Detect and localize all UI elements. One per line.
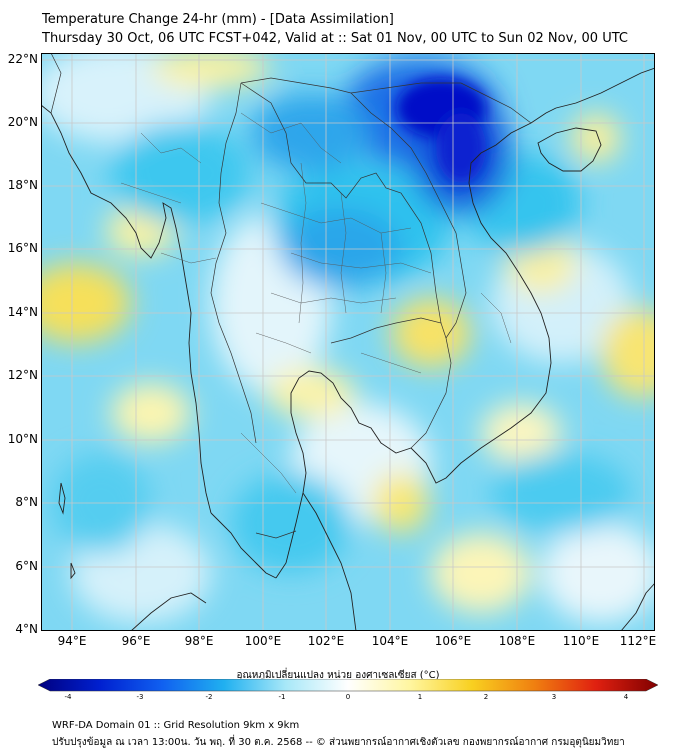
field-cyan [111,123,251,223]
lon-label: 96°E [121,634,151,648]
lon-label: 108°E [498,634,536,648]
field-cyan [231,473,351,573]
colorbar-title: อุณหภูมิเปลี่ยนแปลง หน่วย องศาเซลเซียส (… [236,670,440,681]
field-light [541,523,655,623]
lat-label: 22°N [7,52,38,66]
colorbar-tick: 1 [417,693,423,701]
lon-label: 106°E [434,634,472,648]
temperature-map[interactable] [41,53,655,631]
field-yellow [601,308,655,398]
field-yellow [266,368,356,418]
field-deep-blue [436,113,486,183]
lon-label: 100°E [244,634,282,648]
lon-label: 94°E [57,634,87,648]
colorbar-tick: -3 [136,693,144,701]
lat-label: 6°N [15,559,38,573]
lat-label: 14°N [7,305,38,319]
field-blue [251,93,371,173]
footer-model-info: WRF-DA Domain 01 :: Grid Resolution 9km … [52,720,300,731]
field-cyan [491,453,631,533]
lat-label: 10°N [7,432,38,446]
colorbar-tick: -2 [205,693,213,701]
lon-label: 110°E [562,634,600,648]
colorbar [38,679,658,692]
colorbar-tick: 0 [345,693,351,701]
coastline [41,67,655,631]
field-yellow [41,263,131,343]
map-panel[interactable] [41,53,655,631]
lon-label: 98°E [184,634,214,648]
chart-title: Temperature Change 24-hr (mm) - [Data As… [42,12,394,27]
lon-label: 112°E [619,634,657,648]
colorbar-tick: -4 [64,693,72,701]
province-boundaries [120,112,512,494]
lat-label: 20°N [7,115,38,129]
lat-label: 8°N [15,495,38,509]
field-yellow [481,403,561,463]
chart-subtitle: Thursday 30 Oct, 06 UTC FCST+042, Valid … [42,31,628,46]
field-yellow [111,383,191,443]
colorbar-tick: 2 [483,693,489,701]
colorbar-tick: 3 [551,693,557,701]
country-borders [50,53,532,539]
lon-label: 102°E [307,634,345,648]
colorbar-bar [38,679,658,692]
field-yellow [431,533,531,613]
lat-label: 16°N [7,241,38,255]
footer-credit: ปรับปรุงข้อมูล ณ เวลา 13:00น. วัน พฤ. ที… [52,737,625,748]
lat-label: 12°N [7,368,38,382]
field-yellow [151,53,271,88]
lon-label: 104°E [371,634,409,648]
map-frame [41,53,655,631]
colorbar-tick: -1 [278,693,286,701]
field-yellow [391,298,471,368]
lat-label: 4°N [15,622,38,636]
colorbar-tick: 4 [623,693,629,701]
field-yellow [571,113,621,163]
graticule [41,53,655,631]
lat-label: 18°N [7,178,38,192]
